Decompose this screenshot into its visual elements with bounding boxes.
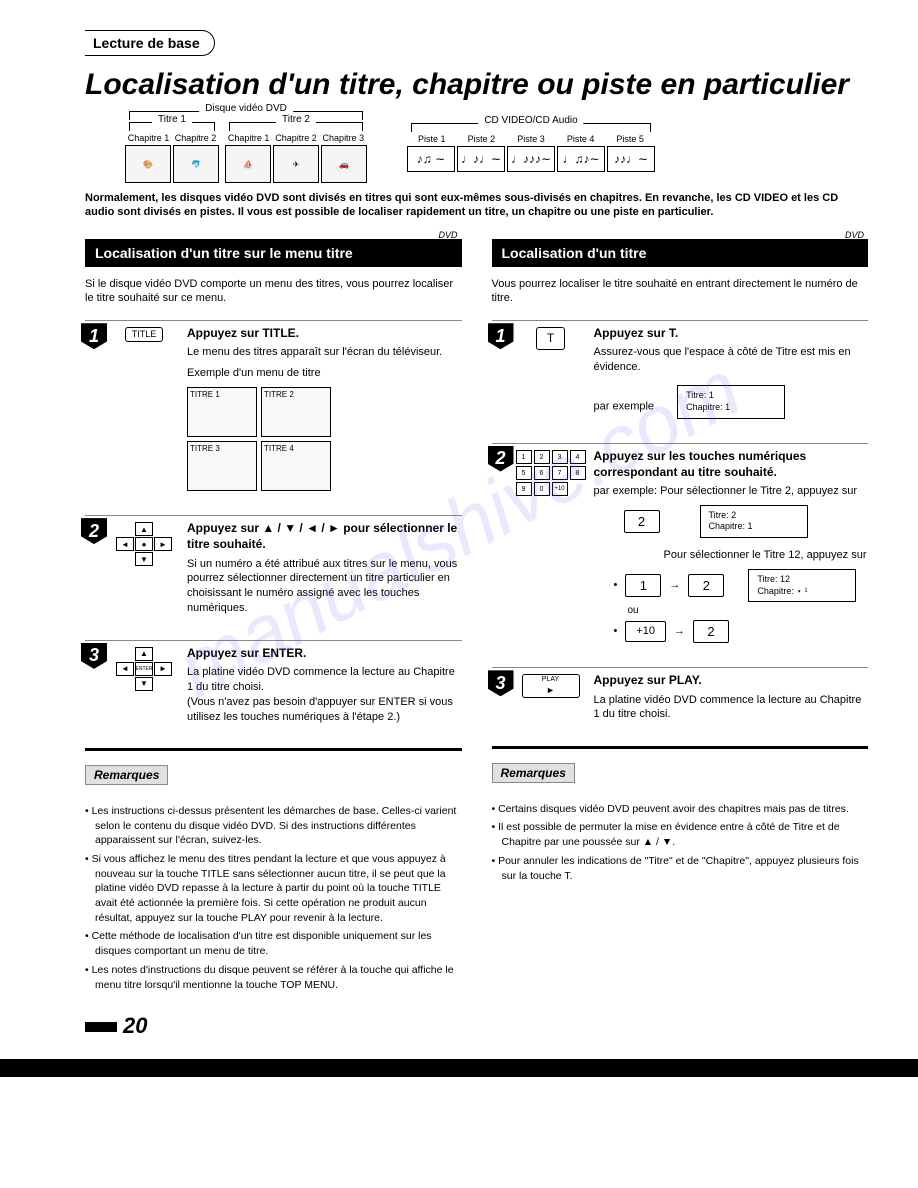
titre2-label: Titre 2 bbox=[276, 114, 316, 125]
chap-label: Chapitre 1 bbox=[228, 133, 270, 143]
section-tag: Lecture de base bbox=[85, 30, 215, 56]
key-1: 1 bbox=[625, 574, 661, 598]
left-intro: Si le disque vidéo DVD comporte un menu … bbox=[85, 277, 462, 307]
step-number: 3 bbox=[488, 670, 514, 696]
right-column: DVD Localisation d'un titre Vous pourrez… bbox=[492, 230, 869, 1003]
step-number: 2 bbox=[488, 446, 514, 472]
cd-top-label: CD VIDEO/CD Audio bbox=[478, 115, 583, 126]
titre1-label: Titre 1 bbox=[152, 114, 192, 125]
key-2: 2 bbox=[688, 574, 724, 598]
piste-box: ♪♫ ∼ bbox=[407, 146, 455, 172]
step-title: Appuyez sur TITLE. bbox=[187, 325, 462, 341]
example-2-label: Pour sélectionner le Titre 12, appuyez s… bbox=[664, 548, 869, 563]
chap-thumb: 🎨 bbox=[125, 145, 171, 183]
menu-thumb: TITRE 1 bbox=[187, 387, 257, 437]
chap-thumb: 🐬 bbox=[173, 145, 219, 183]
step-2: 2 ▲ ◄●► ▼ Appuyez sur ▲ / ▼ / ◄ / ► pour… bbox=[85, 520, 462, 626]
display-box: Titre: 2 Chapitre: 1 bbox=[700, 505, 808, 538]
right-intro: Vous pourrez localiser le titre souhaité… bbox=[492, 277, 869, 307]
menu-thumb: TITRE 2 bbox=[261, 387, 331, 437]
remark-item: Si vous affichez le menu des titres pend… bbox=[85, 852, 462, 925]
display-box: Titre: 12 Chapitre: ⋆ ¹ bbox=[748, 569, 856, 602]
step-1: 1 T Appuyez sur T. Assurez-vous que l'es… bbox=[492, 325, 869, 428]
step-3: 3 ▲ ◄ENTER► ▼ Appuyez sur ENTER. La plat… bbox=[85, 645, 462, 735]
step-text: La platine vidéo DVD commence la lecture… bbox=[187, 665, 462, 724]
ou-label: ou bbox=[628, 604, 869, 618]
step-title: Appuyez sur T. bbox=[594, 325, 869, 341]
step-title: Appuyez sur ENTER. bbox=[187, 645, 462, 661]
step-text: La platine vidéo DVD commence la lecture… bbox=[594, 693, 869, 723]
example-label: Exemple d'un menu de titre bbox=[187, 366, 462, 381]
step-text: Assurez-vous que l'espace à côté de Titr… bbox=[594, 345, 869, 375]
left-header: Localisation d'un titre sur le menu titr… bbox=[85, 239, 462, 267]
key-2: 2 bbox=[693, 620, 729, 644]
menu-thumb: TITRE 4 bbox=[261, 441, 331, 491]
piste-box: ♩♪♪♪∼ bbox=[507, 146, 555, 172]
step-number: 3 bbox=[81, 643, 107, 669]
chap-label: Chapitre 2 bbox=[275, 133, 317, 143]
key-plus10: +10 bbox=[625, 621, 666, 642]
numpad-icon: 1234 5678 90+10 bbox=[516, 450, 586, 496]
step-title: Appuyez sur ▲ / ▼ / ◄ / ► pour sélection… bbox=[187, 520, 462, 552]
page-title: Localisation d'un titre, chapitre ou pis… bbox=[85, 68, 868, 101]
remark-item: Il est possible de permuter la mise en é… bbox=[492, 820, 869, 849]
step-text: Le menu des titres apparaît sur l'écran … bbox=[187, 345, 462, 360]
nav-cross-enter-icon: ▲ ◄ENTER► ▼ bbox=[116, 647, 172, 691]
footer-bar bbox=[0, 1059, 918, 1077]
chap-thumb: ✈ bbox=[273, 145, 319, 183]
step-2: 2 1234 5678 90+10 Appuyez sur les touche… bbox=[492, 448, 869, 654]
play-button-icon: PLAY ► bbox=[522, 674, 580, 697]
remark-item: Les instructions ci-dessus présentent le… bbox=[85, 804, 462, 848]
piste-box: ♩♫♪∼ bbox=[557, 146, 605, 172]
remarks-label: Remarques bbox=[492, 763, 575, 783]
step-3: 3 PLAY ► Appuyez sur PLAY. La platine vi… bbox=[492, 672, 869, 732]
step-title: Appuyez sur PLAY. bbox=[594, 672, 869, 688]
page-number: 20 bbox=[85, 1013, 868, 1039]
chap-label: Chapitre 2 bbox=[175, 133, 217, 143]
piste-label: Piste 3 bbox=[517, 134, 545, 144]
chap-thumb: ⛵ bbox=[225, 145, 271, 183]
display-box: Titre: 1 Chapitre: 1 bbox=[677, 385, 785, 418]
remark-item: Les notes d'instructions du disque peuve… bbox=[85, 963, 462, 992]
example-1-label: par exemple: Pour sélectionner le Titre … bbox=[594, 484, 869, 499]
right-header: Localisation d'un titre bbox=[492, 239, 869, 267]
piste-box: ♪♪♩∼ bbox=[607, 146, 655, 172]
par-exemple-label: par exemple bbox=[594, 401, 655, 413]
remarks-list: Les instructions ci-dessus présentent le… bbox=[85, 804, 462, 992]
structure-diagram: Disque vidéo DVD Titre 1 Chapitre 1 Chap… bbox=[125, 111, 868, 183]
title-button-icon: TITLE bbox=[125, 327, 164, 342]
piste-label: Piste 2 bbox=[468, 134, 496, 144]
step-1: 1 TITLE Appuyez sur TITLE. Le menu des t… bbox=[85, 325, 462, 501]
piste-label: Piste 4 bbox=[567, 134, 595, 144]
step-number: 1 bbox=[81, 323, 107, 349]
chap-label: Chapitre 1 bbox=[128, 133, 170, 143]
step-number: 2 bbox=[81, 518, 107, 544]
intro-text: Normalement, les disques vidéo DVD sont … bbox=[85, 191, 868, 220]
key-2: 2 bbox=[624, 510, 660, 534]
step-number: 1 bbox=[488, 323, 514, 349]
remark-item: Certains disques vidéo DVD peuvent avoir… bbox=[492, 802, 869, 817]
piste-label: Piste 1 bbox=[418, 134, 446, 144]
piste-label: Piste 5 bbox=[616, 134, 644, 144]
remark-item: Pour annuler les indications de "Titre" … bbox=[492, 854, 869, 883]
menu-thumb: TITRE 3 bbox=[187, 441, 257, 491]
chap-thumb: 🚗 bbox=[321, 145, 367, 183]
piste-box: ♩♪♩∼ bbox=[457, 146, 505, 172]
nav-cross-icon: ▲ ◄●► ▼ bbox=[116, 522, 172, 566]
chap-label: Chapitre 3 bbox=[323, 133, 365, 143]
remarks-list: Certains disques vidéo DVD peuvent avoir… bbox=[492, 802, 869, 883]
remarks-label: Remarques bbox=[85, 765, 168, 785]
dvd-top-label: Disque vidéo DVD bbox=[199, 103, 293, 114]
remark-item: Cette méthode de localisation d'un titre… bbox=[85, 929, 462, 958]
step-title: Appuyez sur les touches numériques corre… bbox=[594, 448, 869, 480]
left-column: DVD Localisation d'un titre sur le menu … bbox=[85, 230, 462, 1003]
step-text: Si un numéro a été attribué aux titres s… bbox=[187, 557, 462, 616]
t-button-icon: T bbox=[536, 327, 565, 349]
